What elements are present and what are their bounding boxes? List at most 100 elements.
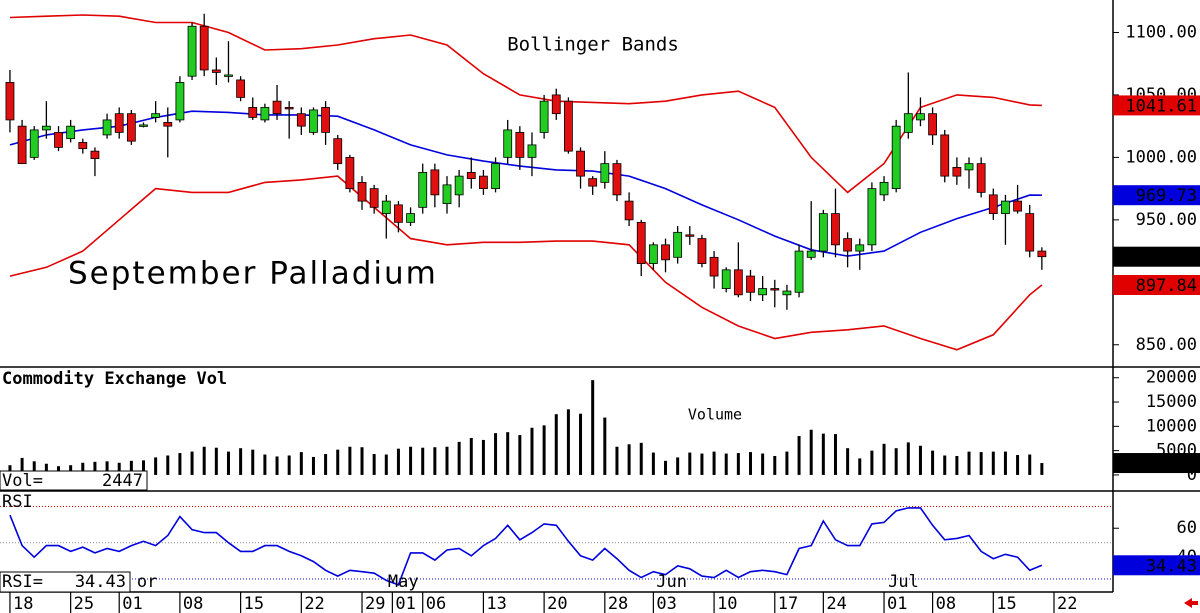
candle-body: [612, 163, 622, 196]
volume-bar: [336, 449, 340, 475]
candle-body: [527, 144, 537, 158]
y-tick-label: 950.00: [1136, 210, 1197, 230]
candle-body: [976, 163, 986, 193]
candle-body: [114, 113, 124, 133]
volume-bar: [226, 451, 230, 475]
candle-body: [855, 244, 865, 252]
x-tick-label: 29: [365, 594, 385, 613]
volume-bar: [154, 457, 158, 475]
volume-bar: [20, 457, 24, 475]
volume-bar: [870, 450, 874, 475]
candle-body: [940, 134, 950, 177]
volume-bar: [372, 454, 376, 475]
y-tick-label: 1100.00: [1125, 22, 1197, 42]
volume-readout: 2447: [1156, 454, 1197, 474]
volume-bar: [421, 447, 425, 475]
candle-body: [66, 125, 76, 140]
candle-body: [224, 74, 233, 77]
volume-bar: [178, 453, 182, 475]
candle-body: [503, 129, 513, 158]
volume-bar: [530, 427, 534, 475]
band-readout: 969.73: [1136, 186, 1197, 206]
candle-body: [41, 125, 51, 131]
candle-body: [867, 188, 877, 246]
candle-body: [843, 238, 853, 252]
volume-bar: [918, 445, 922, 475]
candle-body: [479, 175, 488, 190]
candle-body: [418, 171, 428, 208]
volume-bar: [833, 434, 837, 475]
candle-body: [636, 221, 646, 264]
candle-body: [831, 213, 840, 246]
candle-body: [406, 213, 415, 223]
volume-bar: [251, 449, 255, 475]
scroll-arrow[interactable]: [1184, 598, 1198, 608]
candle-body: [600, 163, 610, 183]
volume-bar: [1016, 455, 1020, 475]
chart-subtitle: September Palladium: [68, 256, 438, 292]
x-tick-label: 06: [426, 594, 446, 613]
volume-bar: [967, 451, 971, 475]
volume-bar: [846, 448, 850, 475]
x-tick-label: 22: [1057, 594, 1077, 613]
candle-body: [491, 163, 500, 190]
volume-bar: [736, 453, 740, 475]
candle-body: [685, 234, 695, 237]
candle-body: [454, 175, 464, 196]
candle-body: [818, 213, 828, 252]
volume-bar: [129, 460, 133, 475]
candle-body: [54, 132, 63, 148]
volume-bar: [724, 453, 728, 475]
volume-bar: [433, 447, 437, 475]
band-readout-box: [1113, 275, 1200, 296]
volume-bar: [384, 454, 388, 475]
candle-body: [928, 113, 937, 136]
candle-body: [551, 94, 561, 115]
candle-body: [284, 107, 294, 110]
band-readout-box: [1113, 185, 1200, 206]
candle-body: [442, 184, 452, 205]
candle-body: [17, 125, 27, 165]
x-tick-label: 03: [656, 594, 676, 613]
volume-bar: [494, 433, 498, 475]
volume-bar: [821, 433, 825, 475]
volume-bar: [409, 446, 413, 475]
candle-body: [1013, 200, 1022, 212]
x-tick-label: 17: [778, 594, 798, 613]
readout-box: [0, 470, 148, 491]
month-label: Jul: [888, 572, 919, 592]
candle-body: [345, 156, 355, 190]
x-tick-label: 10: [717, 594, 737, 613]
candle-body: [879, 181, 889, 196]
x-tick-label: 08: [936, 594, 956, 613]
volume-bar: [931, 450, 935, 475]
candle-body: [187, 25, 197, 77]
volume-bar: [324, 454, 328, 475]
candle-body: [309, 109, 318, 133]
volume-bar: [445, 446, 449, 475]
candle-body: [891, 125, 901, 190]
candle-body: [466, 171, 476, 180]
x-tick-label: 24: [826, 594, 846, 613]
volume-bar: [554, 414, 558, 475]
candle-body: [90, 150, 100, 160]
y-tick-label: 15000: [1146, 392, 1197, 412]
y-tick-label: 60: [1177, 518, 1197, 538]
bollinger-band: [9, 175, 1043, 351]
volume-bar: [202, 446, 206, 475]
readout-value: 34.43: [75, 572, 126, 592]
candle-body: [151, 113, 161, 118]
volume-bar: [481, 439, 485, 475]
candle-body: [175, 82, 185, 121]
candle-body: [260, 107, 270, 121]
y-tick-label: 1000.00: [1125, 147, 1197, 167]
candle-body: [78, 142, 88, 150]
volume-bar: [506, 432, 510, 475]
candle-body: [321, 107, 330, 133]
candle-body: [952, 166, 962, 177]
volume-bar: [44, 463, 48, 475]
candle-body: [758, 288, 768, 296]
x-tick-label: 28: [608, 594, 628, 613]
candle-body: [770, 288, 780, 291]
